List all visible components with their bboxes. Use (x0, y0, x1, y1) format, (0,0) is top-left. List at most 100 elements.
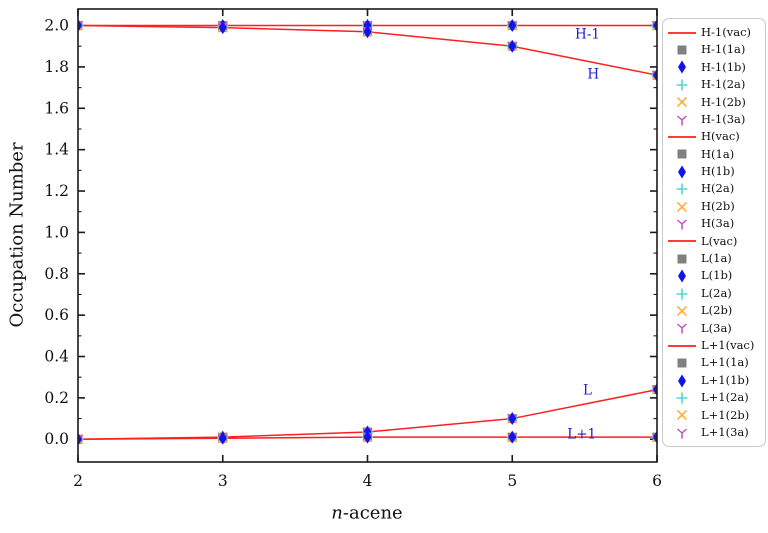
x-marker-icon (663, 94, 701, 110)
legend-label: L+1(2b) (701, 407, 750, 422)
square-marker-icon (663, 146, 701, 162)
y-tick-label: 1.6 (44, 99, 69, 117)
plus-marker-icon (663, 286, 701, 302)
legend-entry-H(3a): H(3a) (663, 215, 765, 232)
y-tick-label: 1.0 (44, 223, 69, 241)
legend-label: H-1(3a) (701, 111, 746, 126)
legend-label: H(vac) (701, 129, 740, 144)
legend-label: H(1b) (701, 164, 735, 179)
legend: H-1(vac) H-1(1a) H-1(1b) H-1(2a) H-1(2b) H-1(… (662, 18, 766, 448)
legend-label: H(2a) (701, 181, 735, 196)
legend-label: H-1(2a) (701, 77, 746, 92)
x-tick-label: 3 (218, 472, 228, 490)
legend-label: L(2a) (701, 285, 732, 300)
square-marker-icon (663, 251, 701, 267)
legend-entry-H-1(1a): H-1(1a) (663, 41, 765, 58)
legend-entry-H-1(1b): H-1(1b) (663, 59, 765, 76)
square-marker-icon (663, 42, 701, 58)
y-axis-label: Occupation Number (6, 142, 28, 328)
legend-label: L(1a) (701, 251, 732, 266)
legend-entry-H-1(2a): H-1(2a) (663, 76, 765, 93)
x-axis-label: n-acene (331, 503, 402, 524)
legend-entry-L+1(3a): L+1(3a) (663, 424, 765, 441)
legend-entry-H-1(2b): H-1(2b) (663, 94, 765, 111)
legend-label: L+1(vac) (701, 337, 755, 352)
legend-label: H-1(vac) (701, 24, 751, 39)
x-marker-icon (663, 407, 701, 423)
y-tick-label: 0.6 (44, 306, 69, 324)
series-group (77, 19, 658, 446)
line-marker-icon (663, 233, 701, 249)
legend-label: L(2b) (701, 303, 733, 318)
plus-marker-icon (663, 77, 701, 93)
y-marker-icon (663, 216, 701, 232)
legend-label: L(1b) (701, 268, 733, 283)
legend-label: L(3a) (701, 320, 732, 335)
y-marker-icon (663, 112, 701, 128)
legend-entry-L+1(vac): L+1(vac) (663, 337, 765, 354)
plus-marker-icon (663, 181, 701, 197)
x-marker-icon (663, 199, 701, 215)
legend-entry-L+1(1a): L+1(1a) (663, 354, 765, 371)
square-marker-icon (663, 355, 701, 371)
legend-label: L(vac) (701, 233, 738, 248)
legend-label: L+1(1a) (701, 355, 749, 370)
x-marker-icon (663, 303, 701, 319)
line-marker-icon (663, 338, 701, 354)
y-tick-label: 0.8 (44, 265, 69, 283)
y-tick-label: 0.4 (44, 348, 69, 366)
plus-marker-icon (663, 390, 701, 406)
legend-label: L+1(3a) (701, 424, 749, 439)
line-marker-icon (663, 25, 701, 41)
plot-frame (77, 8, 658, 463)
legend-entry-L+1(2b): L+1(2b) (663, 407, 765, 424)
y-tick-label: 0.0 (44, 430, 69, 448)
y-tick-label: 2.0 (44, 17, 69, 35)
legend-entry-L(3a): L(3a) (663, 320, 765, 337)
x-tick-label: 5 (507, 472, 517, 490)
legend-entry-H(1a): H(1a) (663, 146, 765, 163)
x-axis-label-rest: -acene (342, 502, 403, 524)
diamond-marker-icon (663, 373, 701, 389)
annotation-L: L (583, 383, 592, 399)
annotation-H: H (587, 67, 599, 83)
legend-entry-L(1a): L(1a) (663, 250, 765, 267)
legend-entry-H-1(vac): H-1(vac) (663, 24, 765, 41)
legend-entry-L(2a): L(2a) (663, 285, 765, 302)
legend-entry-H(2b): H(2b) (663, 198, 765, 215)
diamond-marker-icon (663, 164, 701, 180)
x-axis-label-italic-n: n (331, 502, 343, 524)
legend-label: L+1(2a) (701, 390, 749, 405)
y-marker-icon (663, 425, 701, 441)
x-tick-label: 4 (363, 472, 373, 490)
annotation-L+1: L+1 (567, 427, 596, 443)
annotation-H-1: H-1 (575, 26, 600, 42)
y-tick-label: 1.2 (44, 182, 69, 200)
x-tick-label: 6 (652, 472, 662, 490)
line-marker-icon (663, 129, 701, 145)
legend-entry-H-1(3a): H-1(3a) (663, 111, 765, 128)
legend-entry-H(vac): H(vac) (663, 128, 765, 145)
legend-label: H-1(1a) (701, 42, 746, 57)
legend-entry-H(1b): H(1b) (663, 163, 765, 180)
y-marker-icon (663, 320, 701, 336)
legend-label: H(3a) (701, 216, 735, 231)
legend-label: H-1(2b) (701, 94, 746, 109)
legend-label: L+1(1b) (701, 372, 750, 387)
legend-entry-L(1b): L(1b) (663, 267, 765, 284)
legend-label: H-1(1b) (701, 59, 746, 74)
legend-label: H(2b) (701, 198, 735, 213)
legend-entry-H(2a): H(2a) (663, 181, 765, 198)
legend-entry-L+1(2a): L+1(2a) (663, 389, 765, 406)
y-tick-label: 0.2 (44, 389, 69, 407)
legend-label: H(1a) (701, 146, 735, 161)
x-tick-label: 2 (73, 472, 83, 490)
y-tick-label: 1.8 (44, 58, 69, 76)
y-tick-label: 1.4 (44, 141, 69, 159)
legend-entry-L+1(1b): L+1(1b) (663, 372, 765, 389)
diamond-marker-icon (663, 59, 701, 75)
diamond-marker-icon (663, 268, 701, 284)
legend-entry-L(vac): L(vac) (663, 233, 765, 250)
